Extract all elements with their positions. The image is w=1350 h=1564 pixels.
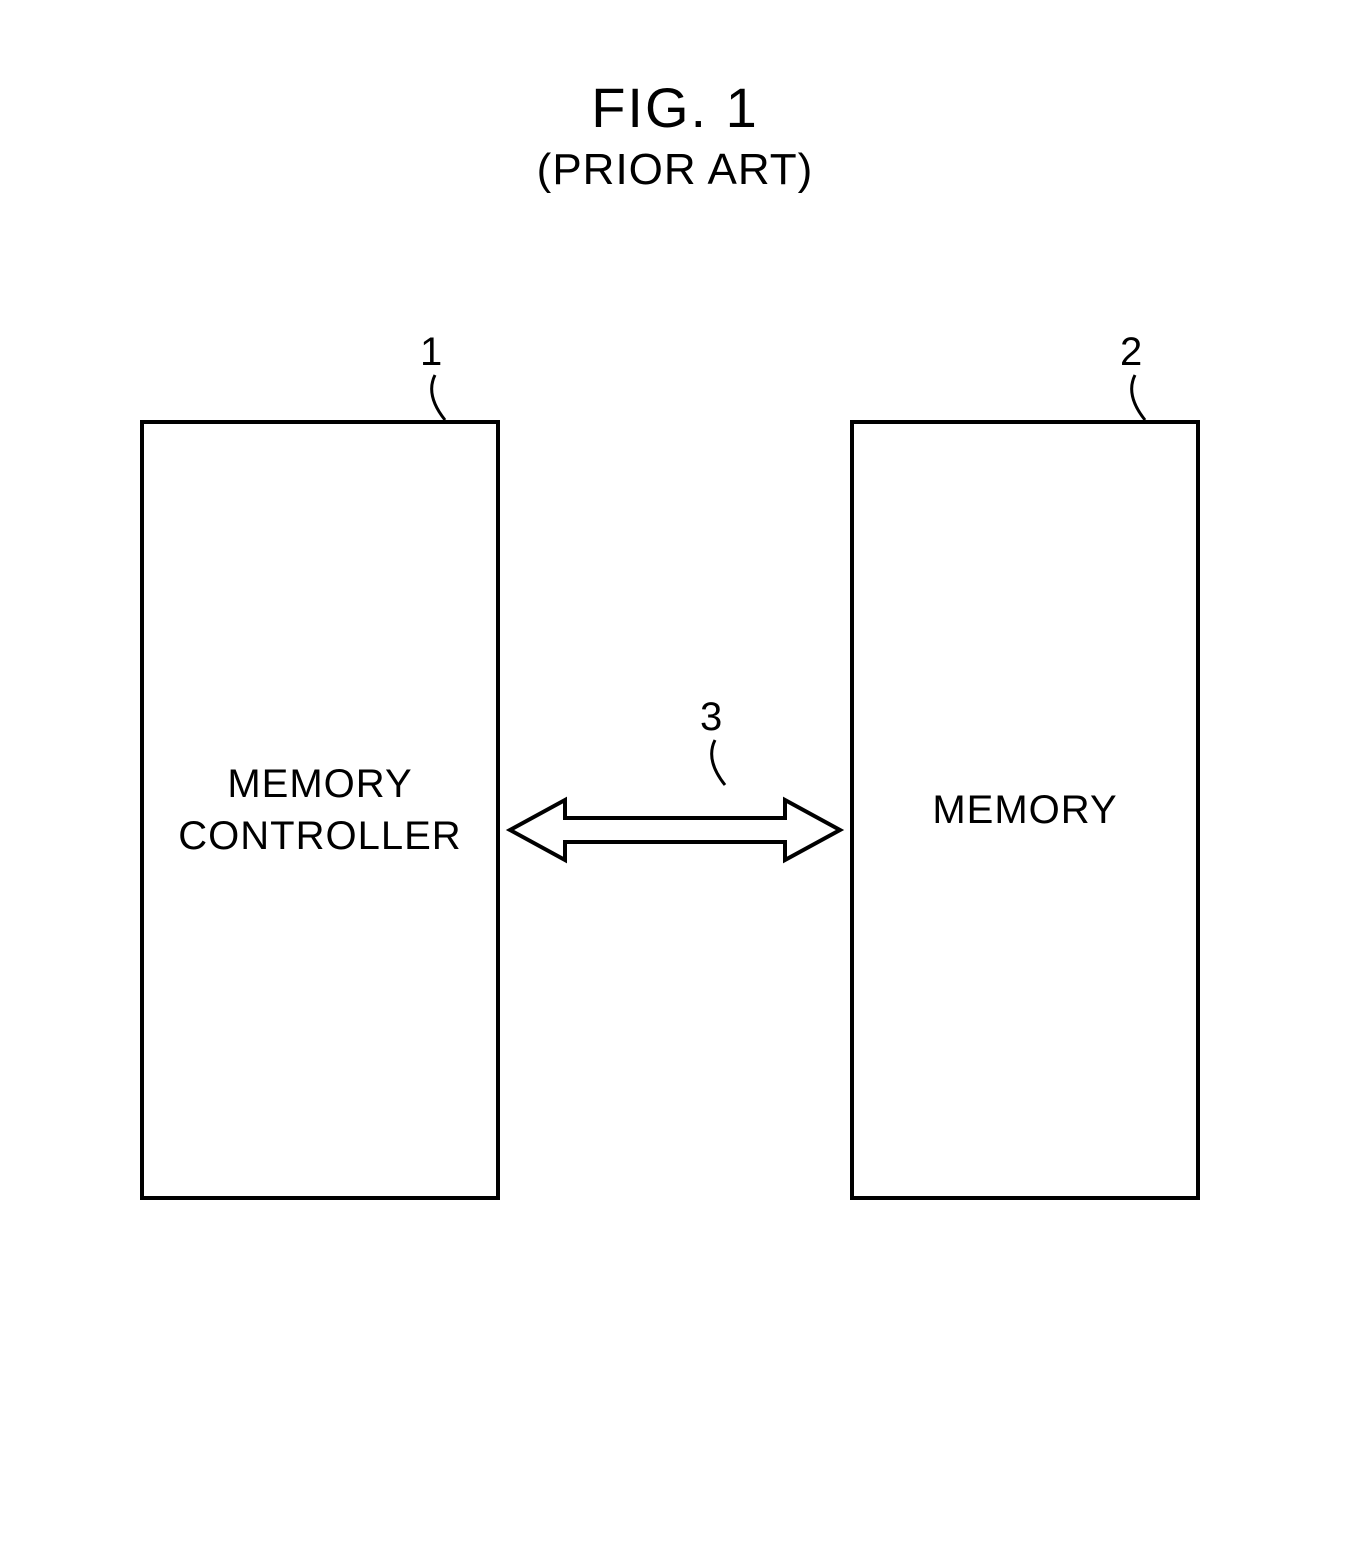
bidirectional-arrow bbox=[505, 790, 845, 870]
figure-subtitle: (PRIOR ART) bbox=[537, 145, 814, 195]
ref-leader-3 bbox=[690, 735, 750, 795]
block-memory: MEMORY bbox=[850, 420, 1200, 1200]
ref-label-2: 2 bbox=[1120, 330, 1142, 375]
block-memory-controller-label: MEMORY CONTROLLER bbox=[178, 758, 461, 862]
block-memory-label: MEMORY bbox=[932, 784, 1117, 836]
figure-title: FIG. 1 bbox=[591, 75, 759, 140]
block-memory-controller: MEMORY CONTROLLER bbox=[140, 420, 500, 1200]
ref-label-1: 1 bbox=[420, 330, 442, 375]
ref-label-3: 3 bbox=[700, 695, 722, 740]
